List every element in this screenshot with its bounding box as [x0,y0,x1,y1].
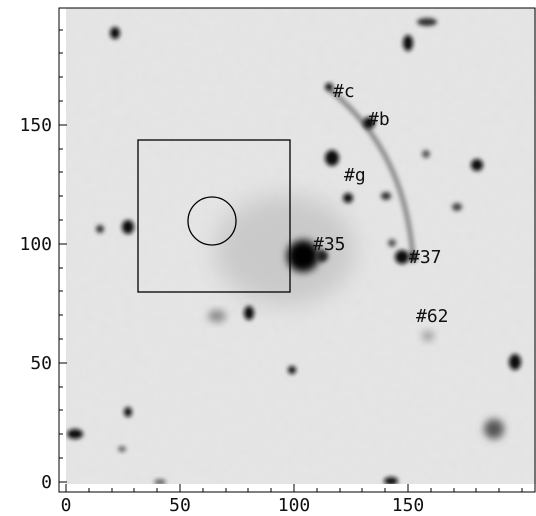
source [288,366,296,374]
label-b: #b [368,109,390,130]
source [244,306,254,320]
label-37: #37 [409,247,442,268]
source [388,239,396,247]
source [343,193,353,203]
label-35: #35 [313,234,346,255]
source [452,203,462,211]
y-tick-label: 0 [41,472,52,493]
label-g: #g [344,165,366,186]
label-c: #c [333,81,355,102]
sky-image: #c #b #g #35 #37 #62 [66,8,536,484]
aperture-circle [187,196,237,246]
label-62: #62 [416,306,449,327]
galaxy-37 [395,250,409,264]
cluster-halo [215,195,355,305]
galaxy-g [325,150,339,166]
source [122,220,134,234]
x-axis-ticks [65,484,523,492]
source [422,150,430,158]
y-tick-label: 150 [19,115,52,136]
galaxy-b [363,117,375,129]
source [422,331,434,341]
source [384,477,398,484]
source [417,18,437,26]
source [409,252,417,262]
galaxy-c [325,83,333,91]
source [118,446,126,452]
x-tick-label: 0 [61,495,72,516]
x-tick-label: 100 [278,495,311,516]
source [67,429,83,439]
source [484,419,504,439]
galaxy-35 [287,240,319,272]
plot-frame [58,7,536,493]
source [154,479,166,484]
selection-box [137,139,291,293]
source [381,192,391,200]
x-tick-label: 50 [169,495,191,516]
source [96,225,104,233]
y-tick-label: 100 [19,234,52,255]
y-axis-ticks [59,29,67,483]
source [110,27,120,39]
gravitational-arc [328,88,416,259]
source [124,407,132,417]
y-tick-label: 50 [30,353,52,374]
source [471,159,483,171]
source [208,310,226,322]
source [509,354,521,370]
x-tick-label: 150 [392,495,425,516]
sources [67,18,521,484]
source [403,35,413,51]
